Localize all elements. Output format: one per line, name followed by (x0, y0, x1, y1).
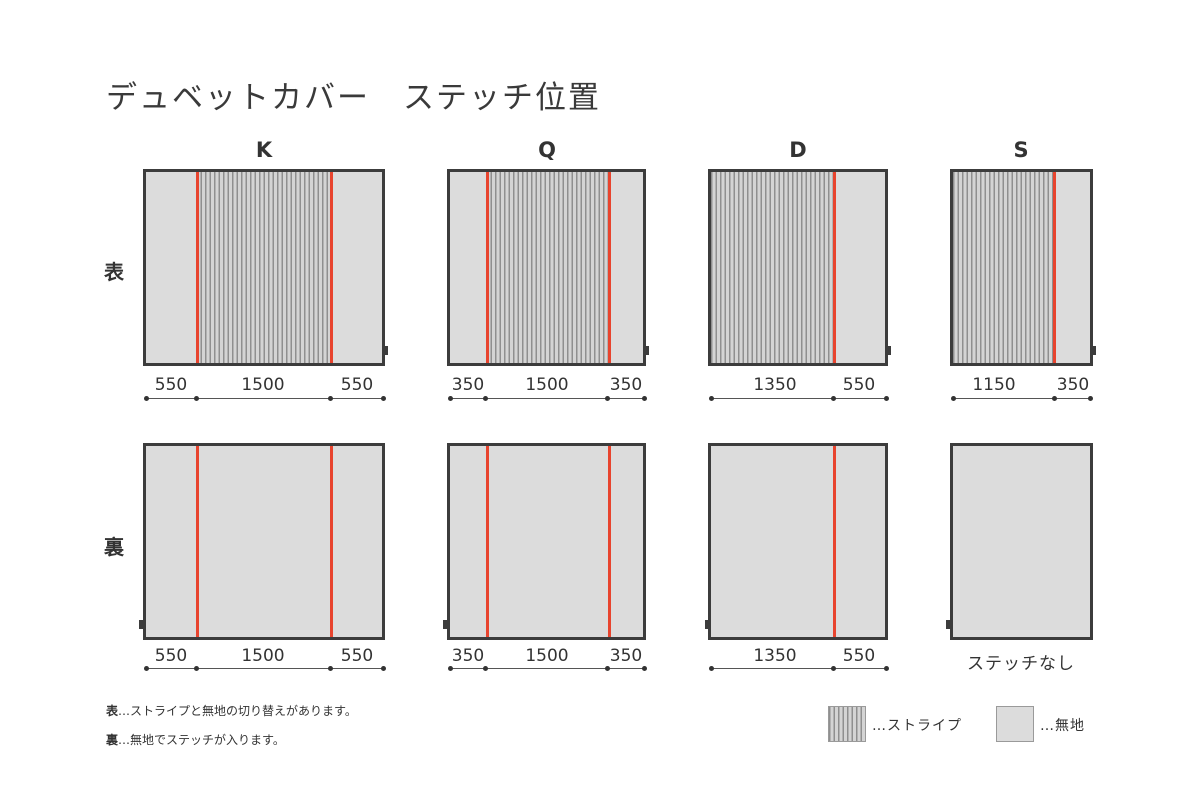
dimension-dot (482, 396, 488, 401)
dimension-dot (380, 396, 386, 401)
dimension-label: 350 (1056, 375, 1090, 395)
note-key: 裏 (106, 733, 119, 747)
panel-d-front (708, 169, 888, 366)
dimension-line (146, 398, 383, 399)
column-header-d: D (789, 138, 807, 162)
panel-tab (644, 346, 649, 355)
panel-tab (443, 620, 448, 629)
note-text: …ストライプと無地の切り替えがあります。 (118, 704, 357, 718)
stitch-line (485, 446, 489, 637)
dimension-dot (708, 666, 714, 671)
panel-s-front (950, 169, 1093, 366)
note-text: …無地でステッチが入ります。 (118, 733, 285, 747)
dimension-label: 1500 (241, 646, 285, 666)
dimension-dot (708, 396, 714, 401)
column-header-s: S (1013, 138, 1029, 162)
stitch-line (607, 446, 611, 637)
dimension-label: 550 (842, 375, 876, 395)
panel-q-front (447, 169, 646, 366)
dimension-dot (327, 666, 333, 671)
legend-plain-label: …無地 (1040, 718, 1085, 734)
stripe-region (711, 172, 835, 363)
dimension-dot (1087, 396, 1093, 401)
dimension-dot (380, 666, 386, 671)
dimension-label: 1350 (753, 375, 797, 395)
stripe-region (953, 172, 1054, 363)
panel-k-front (143, 169, 385, 366)
dimension-dot (143, 396, 149, 401)
stripe-region (196, 172, 332, 363)
column-header-k: K (255, 138, 273, 162)
legend-stripe-swatch (828, 706, 866, 742)
row-header-back: 裏 (104, 535, 124, 559)
panel-q-back (447, 443, 646, 640)
dimension-dot (830, 666, 836, 671)
panel-tab (139, 620, 144, 629)
stitch-line (1052, 172, 1056, 363)
dimension-dot (1051, 396, 1057, 401)
dimension-dot (830, 396, 836, 401)
stitch-line (329, 446, 333, 637)
row-header-front: 表 (104, 260, 124, 284)
dimension-dot (193, 666, 199, 671)
panel-tab (383, 346, 388, 355)
dimension-dot (604, 396, 610, 401)
dimension-dot (482, 666, 488, 671)
dimension-line (450, 668, 644, 669)
dimension-label: 350 (451, 375, 485, 395)
stitch-line (329, 172, 333, 363)
panel-s-back (950, 443, 1093, 640)
dimension-dot (143, 666, 149, 671)
stitch-line (485, 172, 489, 363)
panel-tab (705, 620, 710, 629)
dimension-dot (327, 396, 333, 401)
dimension-label: 1500 (525, 646, 569, 666)
stitch-line (195, 446, 199, 637)
dimension-label: 550 (340, 646, 374, 666)
stitch-line (832, 446, 836, 637)
dimension-label: 1150 (972, 375, 1016, 395)
dimension-dot (950, 396, 956, 401)
dimension-dot (447, 666, 453, 671)
stitch-line (607, 172, 611, 363)
dimension-dot (883, 666, 889, 671)
dimension-dot (641, 666, 647, 671)
dimension-label: 1500 (525, 375, 569, 395)
dimension-line (711, 398, 886, 399)
dimension-line (450, 398, 644, 399)
panel-tab (1091, 346, 1096, 355)
dimension-dot (883, 396, 889, 401)
dimension-dot (193, 396, 199, 401)
dimension-label: 1500 (241, 375, 285, 395)
column-header-q: Q (538, 138, 556, 162)
dimension-line (953, 398, 1090, 399)
dimension-label: 350 (609, 375, 643, 395)
no-stitch-label: ステッチなし (967, 654, 1075, 674)
note-front: 表…ストライプと無地の切り替えがあります。 (106, 702, 357, 719)
panel-k-back (143, 443, 385, 640)
dimension-dot (447, 396, 453, 401)
stripe-region (486, 172, 610, 363)
dimension-line (711, 668, 886, 669)
dimension-label: 1350 (753, 646, 797, 666)
note-back: 裏…無地でステッチが入ります。 (106, 731, 285, 748)
stitch-line (832, 172, 836, 363)
dimension-line (146, 668, 383, 669)
dimension-dot (604, 666, 610, 671)
dimension-label: 550 (842, 646, 876, 666)
dimension-dot (641, 396, 647, 401)
dimension-label: 350 (609, 646, 643, 666)
legend-plain-swatch (996, 706, 1034, 742)
note-key: 表 (106, 704, 119, 718)
dimension-label: 550 (154, 375, 188, 395)
page-title: デュベットカバー ステッチ位置 (106, 80, 601, 116)
dimension-label: 550 (340, 375, 374, 395)
panel-tab (886, 346, 891, 355)
dimension-label: 550 (154, 646, 188, 666)
legend-stripe-label: …ストライプ (872, 718, 962, 734)
panel-d-back (708, 443, 888, 640)
panel-tab (946, 620, 951, 629)
dimension-label: 350 (451, 646, 485, 666)
stitch-line (195, 172, 199, 363)
